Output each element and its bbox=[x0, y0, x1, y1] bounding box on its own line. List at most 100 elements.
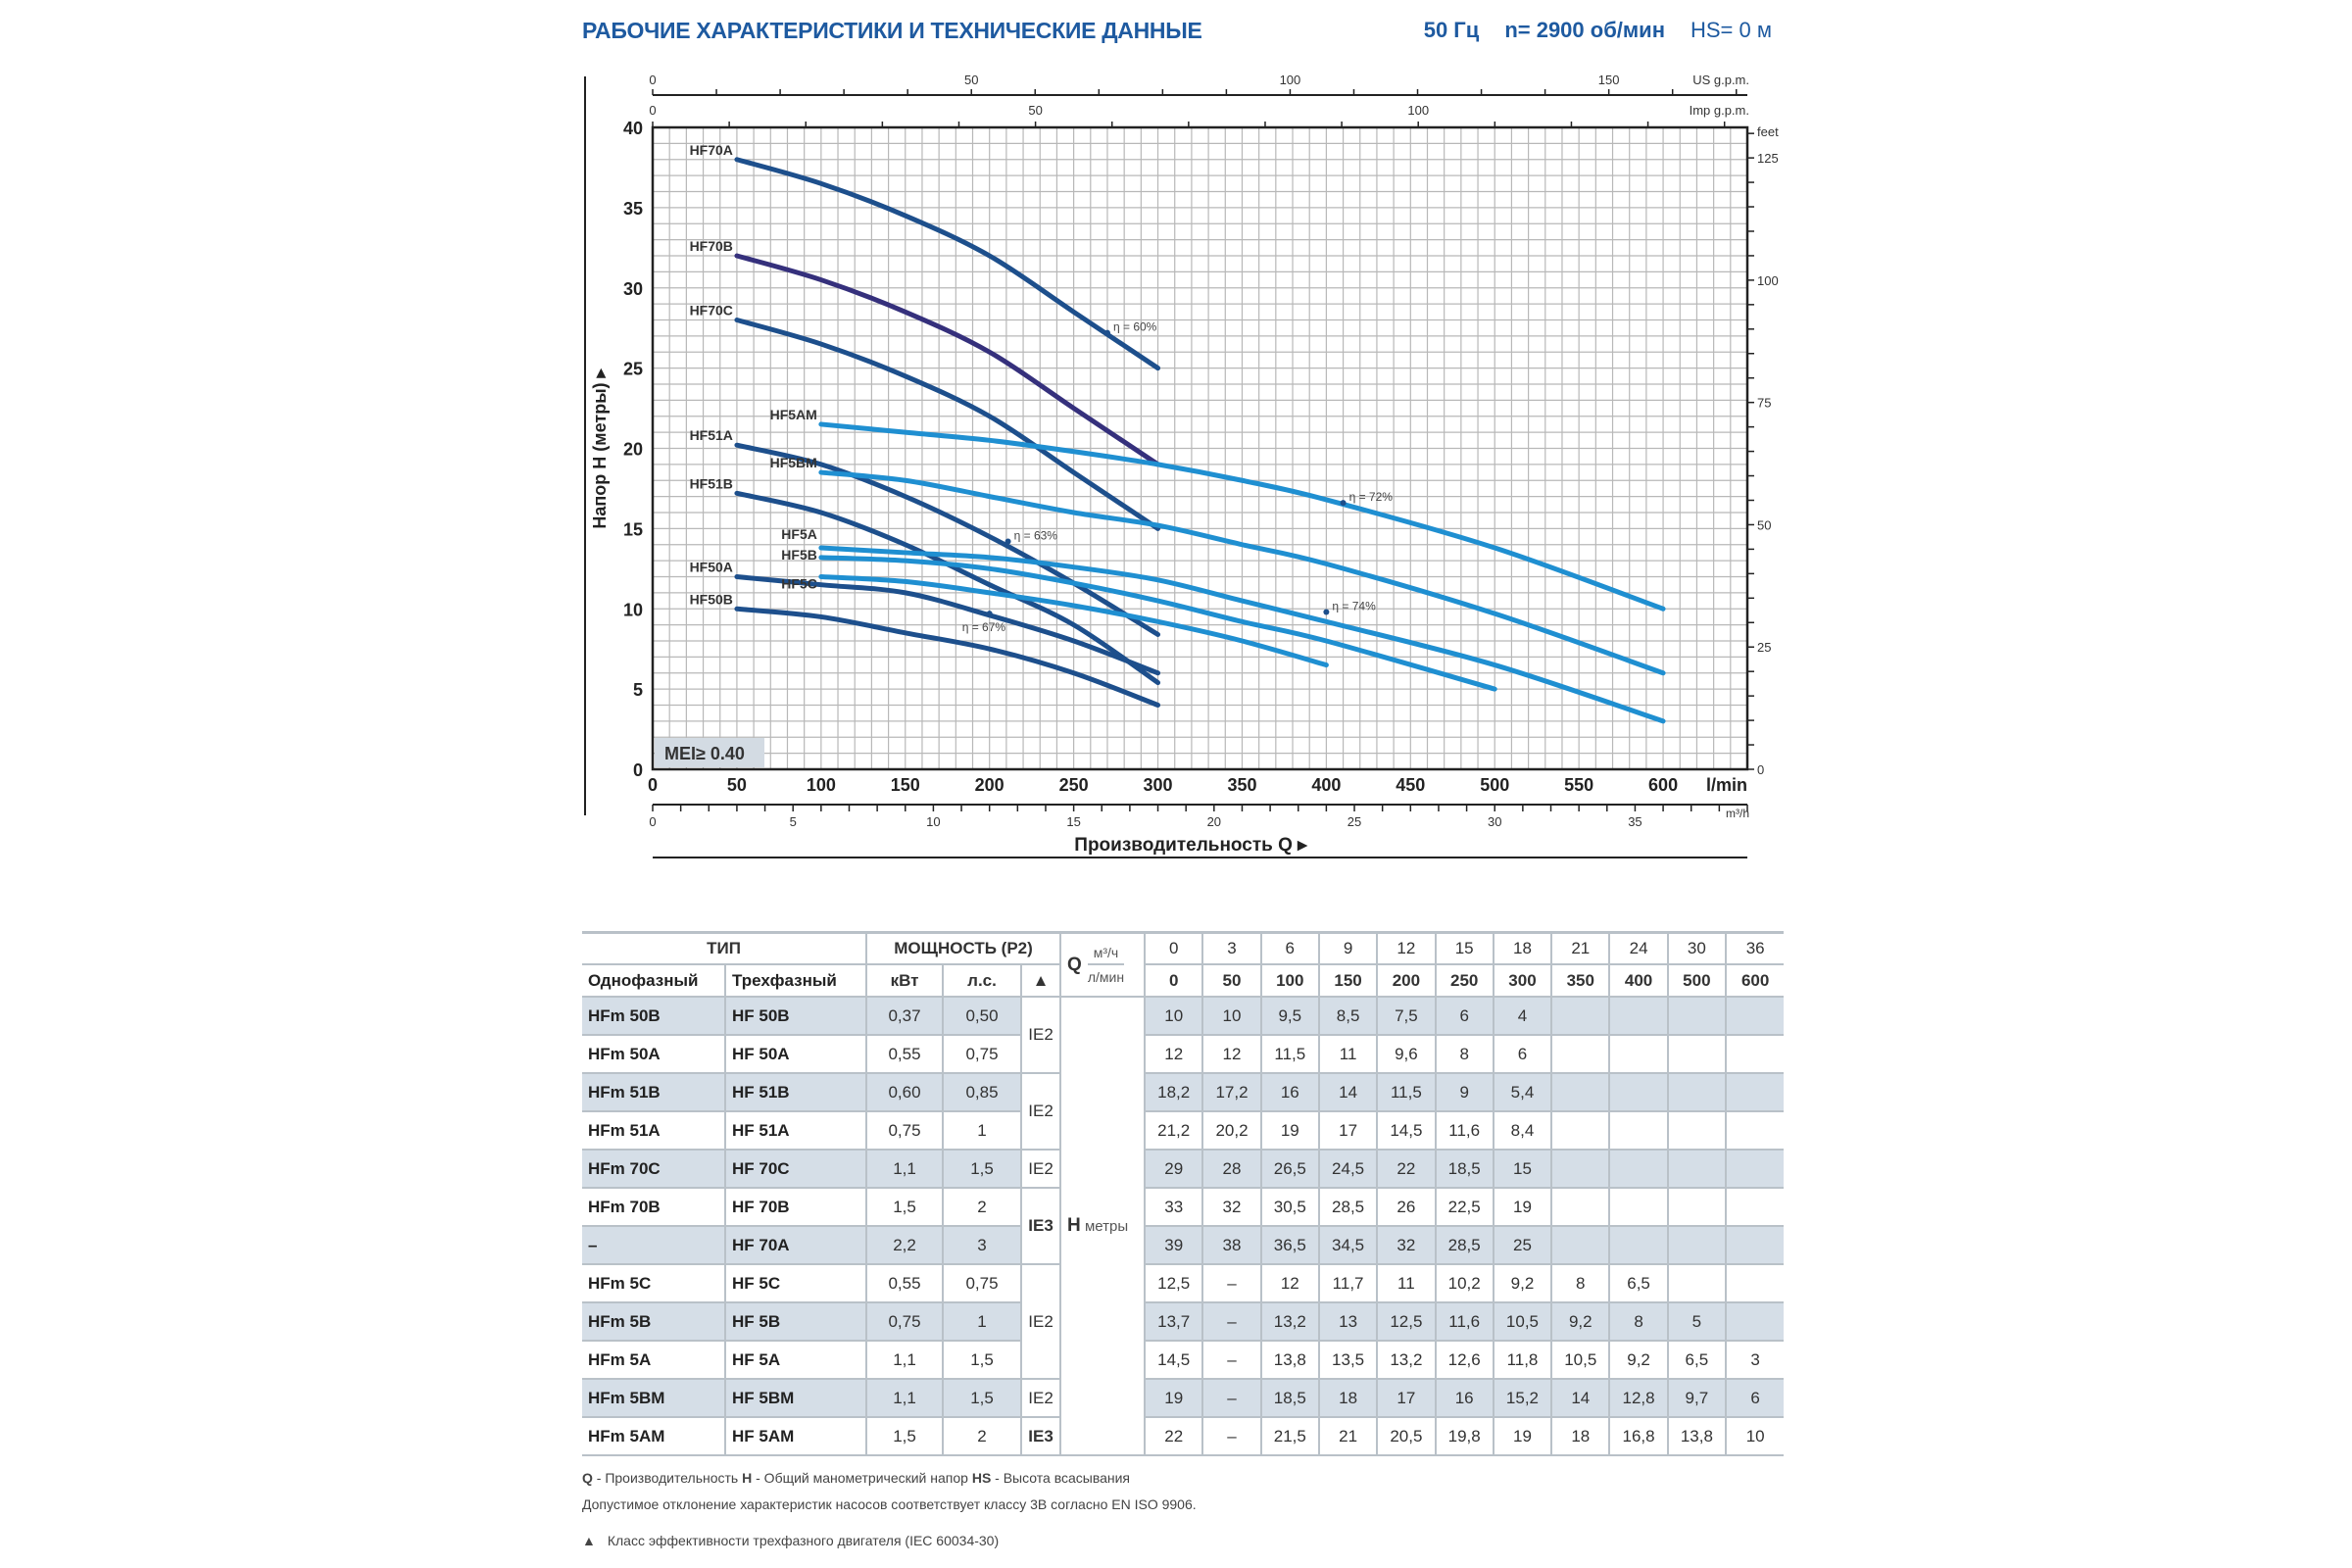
head-value: 13,5 bbox=[1318, 1341, 1379, 1380]
single-phase-model: HFm 50B bbox=[582, 997, 726, 1036]
head-value: 10,5 bbox=[1551, 1341, 1611, 1380]
x-tick-label: 250 bbox=[1059, 775, 1089, 795]
head-value bbox=[1609, 1226, 1669, 1265]
head-value: 19 bbox=[1493, 1188, 1553, 1227]
head-value: 13,8 bbox=[1667, 1417, 1728, 1456]
power-kw: 0,75 bbox=[866, 1302, 945, 1342]
head-value: 17,2 bbox=[1202, 1073, 1262, 1112]
head-value bbox=[1551, 1111, 1611, 1151]
power-kw: 1,5 bbox=[866, 1417, 945, 1456]
head-value: 11,5 bbox=[1377, 1073, 1437, 1112]
head-value: 17 bbox=[1377, 1379, 1437, 1418]
plot-frame bbox=[651, 125, 1749, 771]
three-phase-model: HF 70C bbox=[725, 1150, 868, 1189]
head-value bbox=[1551, 997, 1611, 1036]
head-value: – bbox=[1202, 1341, 1262, 1380]
head-value: 20,2 bbox=[1202, 1111, 1262, 1151]
head-value bbox=[1726, 1302, 1785, 1342]
head-value: 24,5 bbox=[1318, 1150, 1379, 1189]
power-hp: 2 bbox=[943, 1417, 1023, 1456]
head-value: 30,5 bbox=[1260, 1188, 1320, 1227]
header-hp: л.с. bbox=[943, 964, 1023, 998]
head-value bbox=[1726, 1035, 1785, 1074]
power-kw: 0,60 bbox=[866, 1073, 945, 1112]
power-kw: 1,1 bbox=[866, 1150, 945, 1189]
three-phase-model: HF 5B bbox=[725, 1302, 868, 1342]
head-value: 8 bbox=[1435, 1035, 1494, 1074]
table-row: HFm 70B HF 70B 1,5 2 IE3 33 32 30,5 28,5 26 22,5 19 bbox=[582, 1188, 1785, 1265]
head-value: 6 bbox=[1435, 997, 1494, 1036]
power-hp: 1 bbox=[943, 1302, 1023, 1342]
m3h-tick-label: 15 bbox=[1066, 814, 1080, 829]
head-value: 10,2 bbox=[1435, 1264, 1494, 1303]
curve-label-hf5c: HF5C bbox=[781, 576, 817, 592]
curve-label-hf5am: HF5AM bbox=[770, 407, 817, 422]
head-value: 8 bbox=[1551, 1264, 1611, 1303]
head-value: 7,5 bbox=[1377, 997, 1437, 1036]
us-gpm-unit: US g.p.m. bbox=[1692, 73, 1749, 87]
efficiency-label: η = 60% bbox=[1113, 320, 1157, 334]
head-value: 18,5 bbox=[1435, 1150, 1494, 1189]
head-value: 21,2 bbox=[1145, 1111, 1204, 1151]
power-kw: 0,37 bbox=[866, 997, 945, 1036]
single-phase-model: HFm 5C bbox=[582, 1264, 726, 1303]
head-value: 9,7 bbox=[1667, 1379, 1728, 1418]
m3h-tick-label: 20 bbox=[1207, 814, 1221, 829]
q-m3h-value: 9 bbox=[1318, 931, 1379, 965]
efficiency-label: η = 63% bbox=[1014, 528, 1058, 542]
power-hp: 1,5 bbox=[943, 1341, 1023, 1380]
q-lmin-value: 200 bbox=[1377, 964, 1437, 998]
single-phase-model: HFm 5A bbox=[582, 1341, 726, 1380]
y-tick-label: 0 bbox=[633, 760, 643, 780]
head-value bbox=[1551, 1226, 1611, 1265]
head-value bbox=[1667, 1264, 1728, 1303]
head-value: 34,5 bbox=[1318, 1226, 1379, 1265]
ie-class: IE2 bbox=[1021, 1073, 1062, 1151]
single-phase-model: HFm 70C bbox=[582, 1150, 726, 1189]
head-value bbox=[1726, 1111, 1785, 1151]
table-row: HFm 5AM HF 5AM 1,5 2 IE3 22–21,5 21 20,5 19,8 19 1… bbox=[582, 1417, 1785, 1456]
header-kw: кВт bbox=[866, 964, 945, 998]
y-tick-label: 25 bbox=[623, 360, 643, 379]
m3h-tick-label: 25 bbox=[1348, 814, 1361, 829]
y-tick-label: 35 bbox=[623, 199, 643, 219]
three-phase-model: HF 5BM bbox=[725, 1379, 868, 1418]
head-value bbox=[1609, 997, 1669, 1036]
head-value bbox=[1551, 1150, 1611, 1189]
footnote-h-text: - Общий манометрический напор bbox=[752, 1470, 972, 1486]
three-phase-model: HF 5C bbox=[725, 1264, 868, 1303]
head-value: 39 bbox=[1145, 1226, 1204, 1265]
single-phase-model: HFm 50A bbox=[582, 1035, 726, 1074]
head-value: 11,6 bbox=[1435, 1302, 1494, 1342]
x-unit-label: l/min bbox=[1706, 775, 1747, 795]
header-type: ТИП bbox=[582, 931, 868, 965]
head-value: 8,4 bbox=[1493, 1111, 1553, 1151]
q-lmin-value: 100 bbox=[1260, 964, 1320, 998]
head-value: 19 bbox=[1493, 1417, 1553, 1456]
head-value: 3 bbox=[1726, 1341, 1785, 1380]
m3h-unit: m³/h bbox=[1726, 807, 1749, 820]
head-value: 22,5 bbox=[1435, 1188, 1494, 1227]
three-phase-model: HF 50B bbox=[725, 997, 868, 1036]
y-tick-label: 15 bbox=[623, 519, 643, 539]
power-hp: 1 bbox=[943, 1111, 1023, 1151]
head-value: 32 bbox=[1202, 1188, 1262, 1227]
table-row: HFm 50B HF 50B 0,37 0,50 IE2 H метры 10 10 9,5 8,… bbox=[582, 997, 1785, 1456]
ie-class: IE2 bbox=[1021, 1264, 1062, 1380]
m3h-tick-label: 10 bbox=[926, 814, 940, 829]
head-value: 13,7 bbox=[1145, 1302, 1204, 1342]
h-unit: метры bbox=[1080, 1218, 1129, 1235]
curve-label-hf70a: HF70A bbox=[690, 142, 733, 158]
curve-hf5b bbox=[818, 555, 1497, 692]
table-row: HFm 5B HF 5B 0,75 1 13,7–13,2 13 12,5 11,6 10,5 9… bbox=[582, 1302, 1785, 1342]
frequency: 50 Гц bbox=[1423, 18, 1480, 42]
y-tick-label: 40 bbox=[623, 119, 643, 138]
head-value: 13,2 bbox=[1377, 1341, 1437, 1380]
head-value: 5 bbox=[1667, 1302, 1728, 1342]
us-gpm-tick-label: 50 bbox=[964, 73, 978, 87]
power-kw: 1,1 bbox=[866, 1379, 945, 1418]
q-lmin-value: 500 bbox=[1667, 964, 1728, 998]
y-tick-label: 20 bbox=[623, 440, 643, 460]
